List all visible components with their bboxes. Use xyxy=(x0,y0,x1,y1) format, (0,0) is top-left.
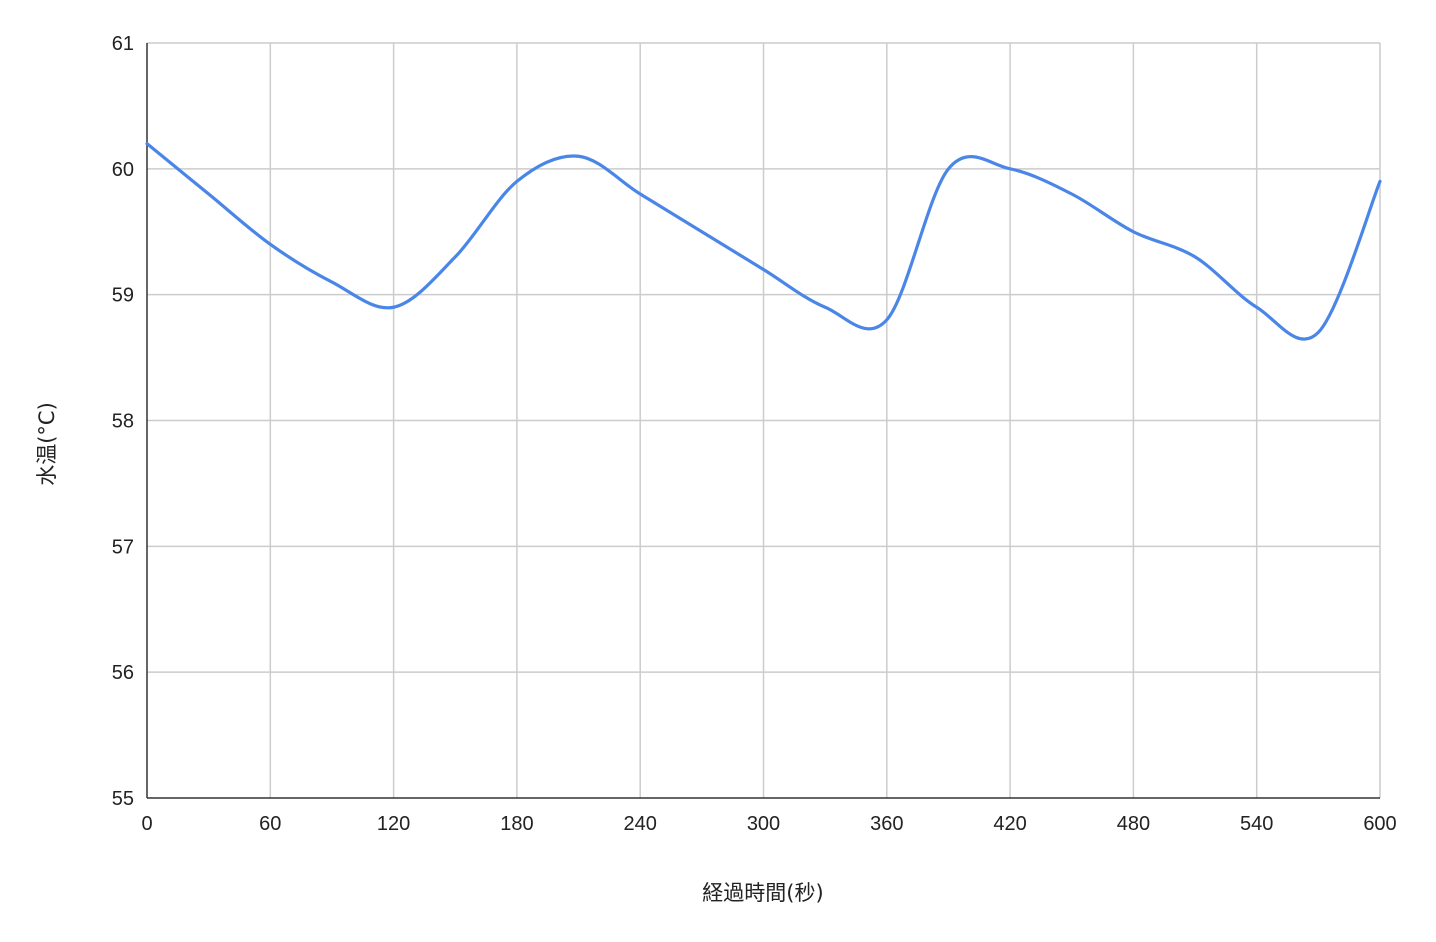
axes xyxy=(146,43,1380,799)
grid xyxy=(147,42,1381,798)
x-tick-label: 540 xyxy=(1240,813,1273,835)
y-tick-label: 55 xyxy=(112,788,134,810)
x-tick-label: 300 xyxy=(747,813,780,835)
x-tick-label: 480 xyxy=(1117,813,1150,835)
x-tick-label: 240 xyxy=(624,813,657,835)
y-axis-title: 水温(°C) xyxy=(35,402,59,486)
x-tick-label: 180 xyxy=(500,813,533,835)
series xyxy=(145,142,1382,341)
x-tick-label: 600 xyxy=(1363,813,1396,835)
y-tick-label: 60 xyxy=(112,159,134,181)
x-tick-label: 0 xyxy=(141,813,152,835)
y-tick-label: 61 xyxy=(112,33,134,55)
x-tick-label: 60 xyxy=(259,813,281,835)
y-tick-label: 57 xyxy=(112,536,134,558)
y-tick-label: 59 xyxy=(112,285,134,307)
tick-labels: 55 56 57 58 59 60 61 0 60 120 180 240 300 360 420 480 54… xyxy=(112,33,1397,835)
x-tick-label: 420 xyxy=(993,813,1026,835)
y-tick-label: 56 xyxy=(112,662,134,684)
y-tick-label: 58 xyxy=(112,411,134,433)
x-axis-title: 経過時間(秒) xyxy=(702,881,823,905)
x-tick-label: 120 xyxy=(377,813,410,835)
series-line xyxy=(145,142,1382,341)
x-tick-label: 360 xyxy=(870,813,903,835)
